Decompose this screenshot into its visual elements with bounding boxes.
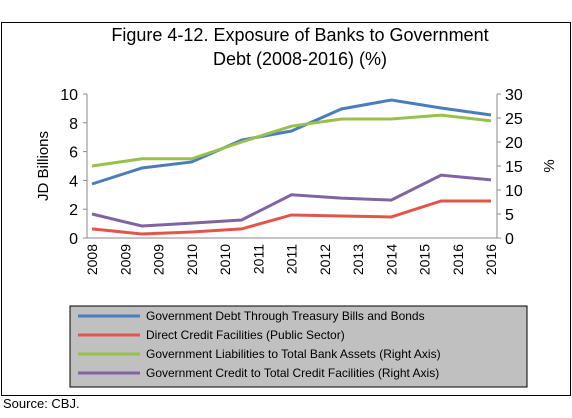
y2-tick-label: 15 [505, 159, 523, 176]
source: Source: CBJ. [3, 396, 80, 411]
y-tick-label: 0 [69, 231, 78, 248]
chart-title: Figure 4-12. Exposure of Banks to Govern… [111, 25, 488, 45]
y2-tick-label: 10 [505, 183, 523, 200]
y-tick-label: 6 [69, 145, 78, 162]
y-tick-label: 2 [69, 202, 78, 219]
chart-title: Debt (2008-2016) (%) [213, 49, 387, 69]
x-tick-label: 2009 [117, 244, 133, 275]
y2-tick-label: 20 [505, 135, 523, 152]
x-tick-label: 2010 [217, 244, 233, 275]
x-tick-label: 2010 [184, 244, 200, 275]
series-line [91, 98, 492, 186]
y-tick-label: 8 [69, 116, 78, 133]
y2-axis-label: % [541, 159, 558, 172]
x-tick-label: 2012 [317, 244, 333, 275]
x-tick-label: 2016 [450, 244, 466, 275]
x-tick-label: 2015 [417, 244, 433, 275]
y2-tick-label: 30 [505, 87, 523, 104]
x-tick-label: 2011 [284, 244, 300, 274]
series-line [91, 113, 492, 168]
y2-tick-label: 0 [505, 231, 514, 248]
y2-tick-label: 5 [505, 207, 514, 224]
y2-tick-label: 25 [505, 111, 523, 128]
series-line [91, 173, 492, 228]
legend-label: Direct Credit Facilities (Public Sector) [146, 328, 345, 342]
legend-label: Government Debt Through Treasury Bills a… [146, 309, 425, 323]
legend-label: Government Liabilities to Total Bank Ass… [146, 347, 441, 361]
y-axis-label: JD Billions [35, 131, 52, 201]
y-tick-label: 4 [69, 173, 78, 190]
legend-box [69, 305, 528, 388]
legend-label: Government Credit to Total Credit Facili… [146, 366, 439, 380]
x-tick-label: 2008 [84, 244, 100, 275]
x-tick-label: 2009 [151, 244, 167, 275]
y-tick-label: 10 [60, 87, 78, 104]
x-tick-label: 2011 [250, 244, 266, 274]
x-tick-label: 2014 [383, 244, 399, 275]
x-tick-label: 2016 [483, 244, 499, 275]
series-line [91, 199, 491, 236]
x-tick-label: 2013 [350, 244, 366, 275]
